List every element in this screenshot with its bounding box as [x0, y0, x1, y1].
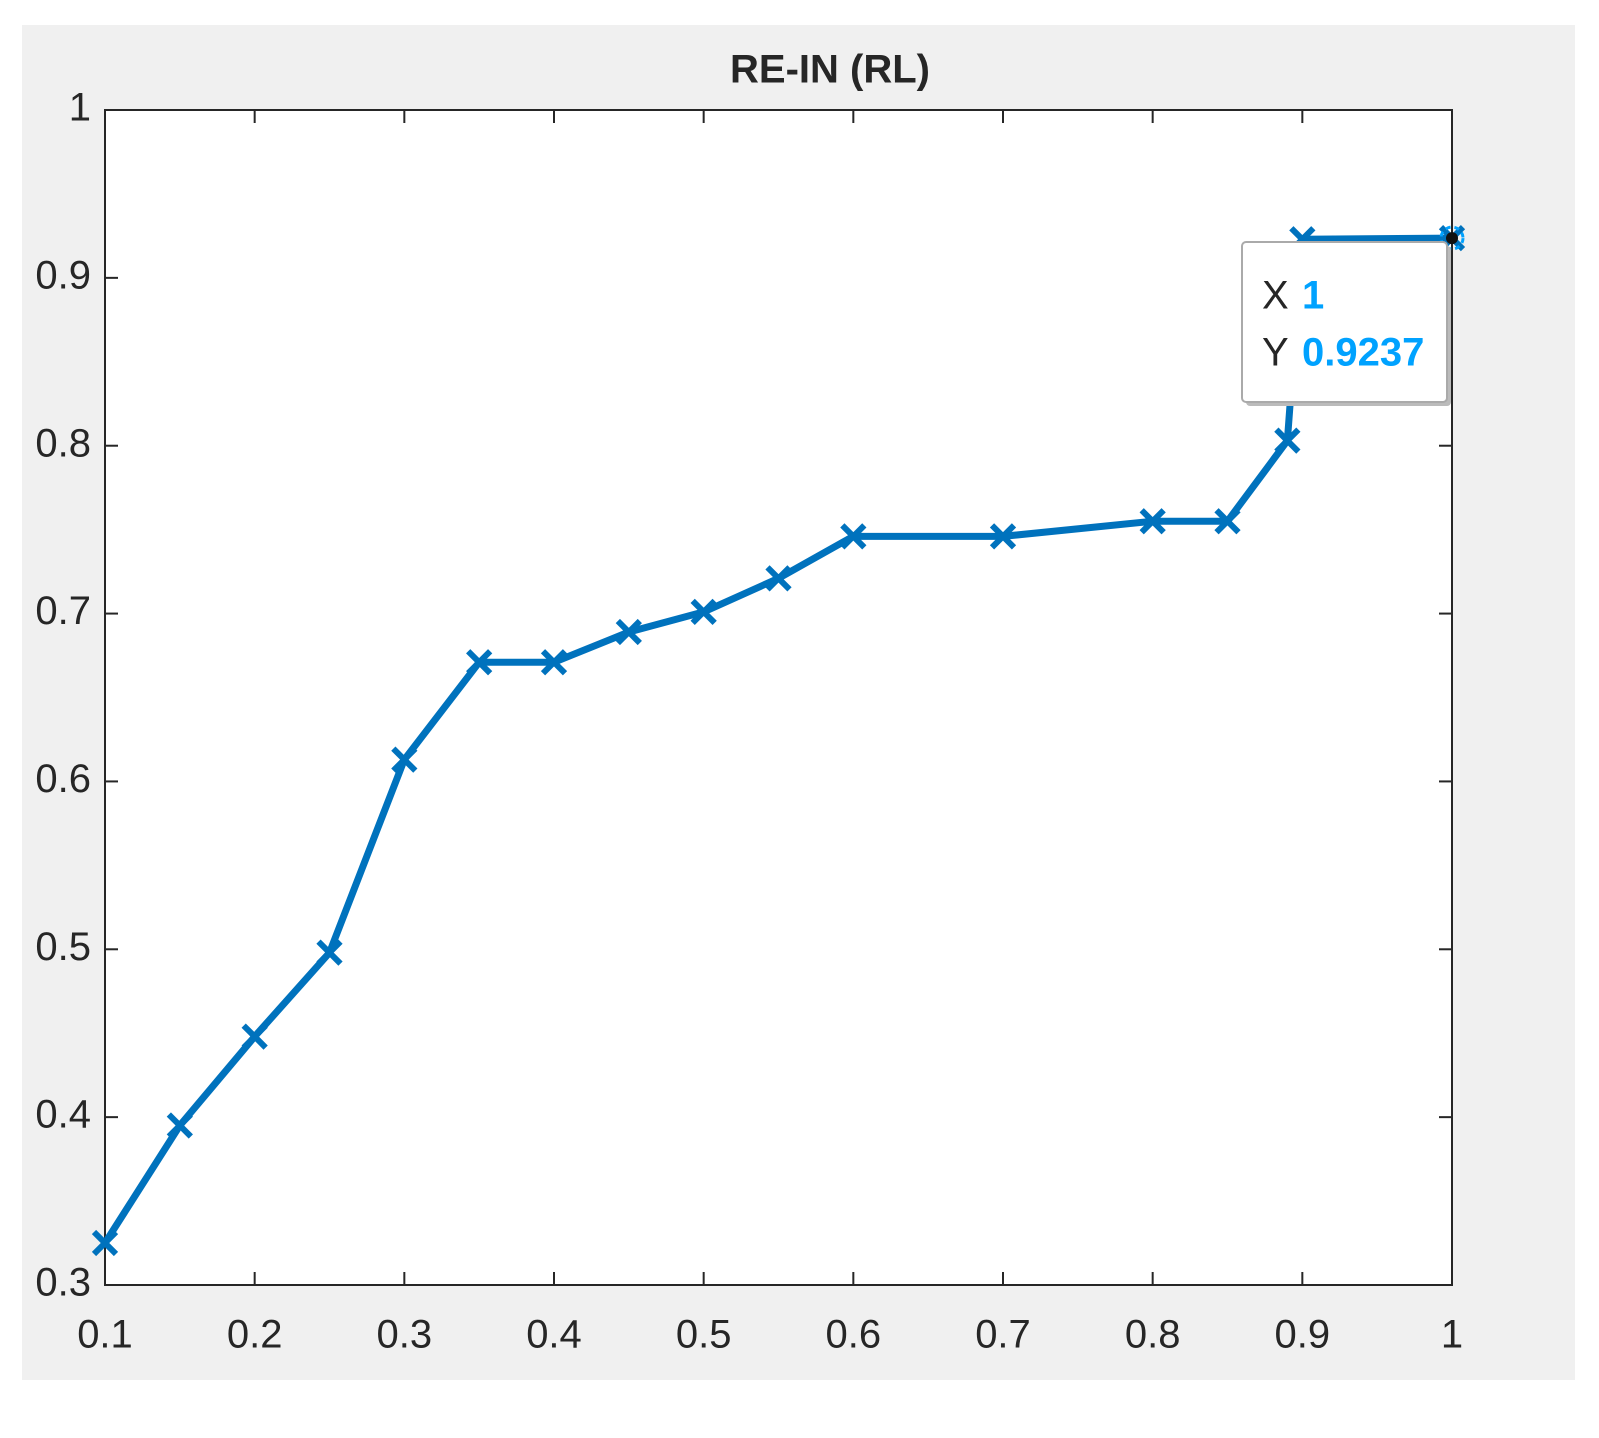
y-tick-label: 0.9	[35, 253, 91, 297]
y-tick-label: 0.8	[35, 421, 91, 465]
data-marker	[241, 1023, 268, 1050]
y-tick-label: 0.4	[35, 1093, 91, 1137]
datatip-y-value: 0.9237	[1302, 331, 1424, 375]
data-marker	[391, 746, 418, 773]
x-tick-label: 0.4	[526, 1313, 582, 1357]
datatip-box	[1241, 241, 1448, 403]
data-marker	[989, 523, 1017, 550]
data-marker	[316, 939, 343, 966]
datatip-x-value: 1	[1302, 274, 1324, 318]
data-marker	[1139, 508, 1166, 535]
data-marker	[1214, 508, 1241, 535]
x-tick-label: 0.3	[377, 1313, 433, 1357]
datatip-dot	[1446, 232, 1458, 245]
datatip-ring	[1439, 225, 1465, 251]
data-marker	[540, 649, 568, 676]
y-tick-label: 0.6	[35, 757, 91, 801]
datatip-x-label: X	[1262, 274, 1289, 318]
x-tick-label: 0.2	[227, 1313, 283, 1357]
x-tick-label: 0.6	[826, 1313, 882, 1357]
y-tick-label: 0.7	[35, 589, 91, 633]
x-tick-label: 0.8	[1125, 1313, 1181, 1357]
chart-title: RE-IN (RL)	[730, 48, 930, 92]
x-tick-label: 1	[1441, 1313, 1463, 1357]
data-marker	[765, 565, 792, 592]
data-marker	[1274, 427, 1301, 454]
data-marker	[466, 649, 493, 676]
data-marker	[840, 523, 867, 550]
datatip-y-label: Y	[1262, 331, 1289, 375]
data-marker	[615, 618, 642, 646]
y-tick-label: 1	[69, 86, 91, 130]
data-marker	[91, 1229, 119, 1257]
data-marker	[690, 598, 717, 626]
x-tick-label: 0.1	[77, 1313, 133, 1357]
y-tick-label: 0.5	[35, 925, 91, 969]
y-tick-label: 0.3	[35, 1261, 91, 1305]
x-tick-label: 0.7	[975, 1313, 1031, 1357]
plot-area	[104, 109, 1453, 1286]
x-tick-label: 0.9	[1275, 1313, 1331, 1357]
data-marker	[166, 1112, 193, 1139]
x-tick-label: 0.5	[676, 1313, 732, 1357]
